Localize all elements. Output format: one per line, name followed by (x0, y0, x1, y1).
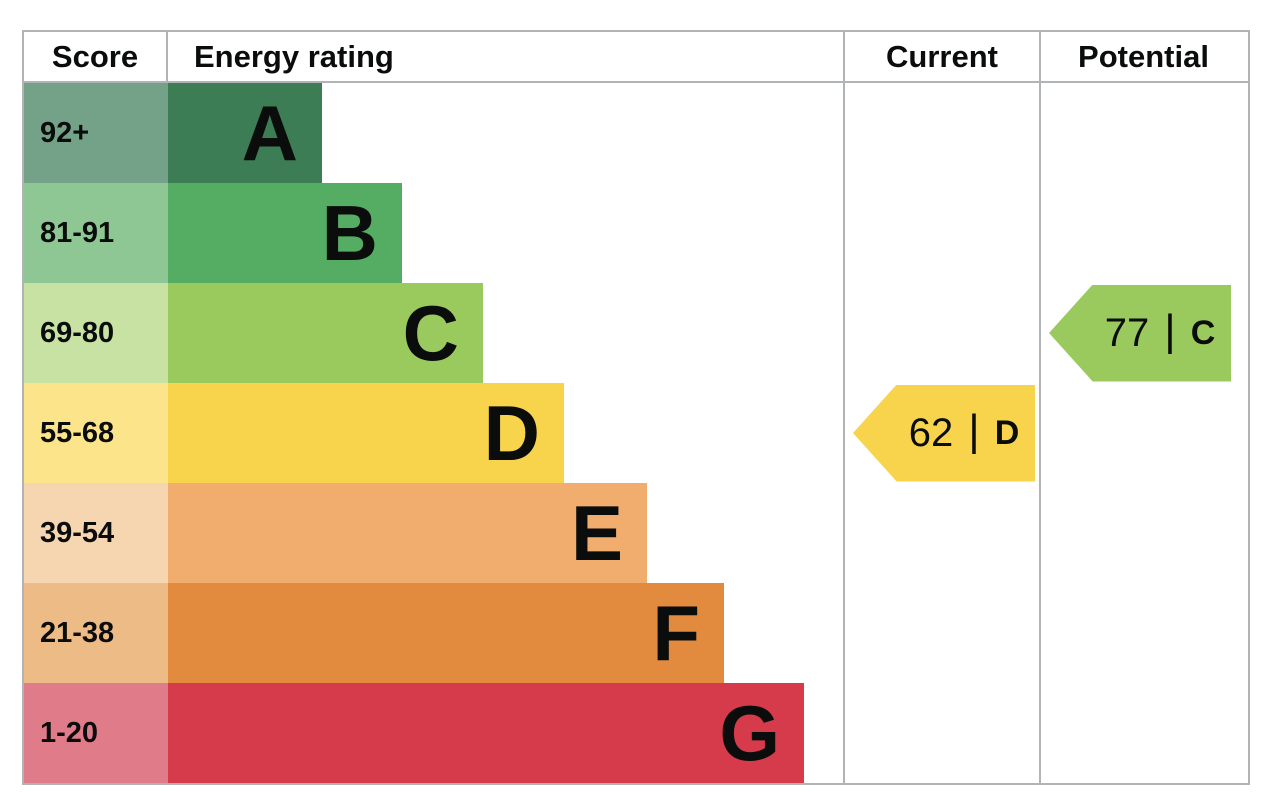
current-cell-f (845, 583, 1041, 683)
score-range-d: 55-68 (24, 383, 168, 483)
column-header-energy-rating: Energy rating (168, 32, 845, 81)
rating-cell-c: C (168, 283, 845, 383)
band-row-a: 92+ A (24, 83, 1248, 183)
column-header-potential: Potential (1078, 38, 1209, 74)
current-cell-b (845, 183, 1041, 283)
score-range-a: 92+ (24, 83, 168, 183)
column-header-current: Current (845, 32, 1041, 81)
current-rating-arrow: 62 | D (853, 384, 1035, 482)
current-cell-a (845, 83, 1041, 183)
potential-cell-c: 77 | C (1041, 283, 1246, 383)
band-bar-g: G (168, 683, 804, 783)
band-letter-g: G (719, 689, 780, 777)
score-range-c: 69-80 (24, 283, 168, 383)
current-band-letter: D (994, 414, 1020, 452)
potential-rating-arrow: 77 | C (1049, 284, 1231, 382)
band-bar-c: C (168, 283, 483, 383)
potential-cell-a (1041, 83, 1246, 183)
score-range-b: 81-91 (24, 183, 168, 283)
column-header-score: Score (24, 32, 168, 81)
table-header: Score Energy rating Current Potential (24, 32, 1248, 83)
rating-cell-f: F (168, 583, 845, 683)
band-letter-d: D (483, 389, 540, 477)
band-row-b: 81-91 B (24, 183, 1248, 283)
potential-band-letter: C (1190, 314, 1216, 352)
band-row-f: 21-38 F (24, 583, 1248, 683)
band-letter-c: C (402, 289, 459, 377)
current-cell-g (845, 683, 1041, 783)
band-letter-e: E (570, 489, 623, 577)
score-range-e: 39-54 (24, 483, 168, 583)
rating-cell-d: D (168, 383, 845, 483)
potential-cell-f (1041, 583, 1246, 683)
potential-cell-b (1041, 183, 1246, 283)
band-bar-e: E (168, 483, 647, 583)
band-bar-b: B (168, 183, 402, 283)
band-row-e: 39-54 E (24, 483, 1248, 583)
rating-cell-e: E (168, 483, 845, 583)
potential-cell-g (1041, 683, 1246, 783)
band-row-d: 55-68 D 62 | D (24, 383, 1248, 483)
epc-rating-chart: Score Energy rating Current Potential 92… (22, 30, 1250, 785)
band-bar-f: F (168, 583, 724, 683)
band-letter-f: F (652, 589, 700, 677)
potential-separator: | (1164, 306, 1176, 355)
potential-cell-e (1041, 483, 1246, 583)
current-cell-d: 62 | D (845, 383, 1041, 483)
band-bar-d: D (168, 383, 564, 483)
rating-cell-a: A (168, 83, 845, 183)
score-range-g: 1-20 (24, 683, 168, 783)
band-row-c: 69-80 C 77 | C (24, 283, 1248, 383)
potential-cell-d (1041, 383, 1246, 483)
band-bar-a: A (168, 83, 322, 183)
potential-score-value: 77 (1104, 311, 1150, 355)
rating-cell-g: G (168, 683, 845, 783)
rating-cell-b: B (168, 183, 845, 283)
current-separator: | (968, 406, 980, 455)
current-cell-c (845, 283, 1041, 383)
score-range-f: 21-38 (24, 583, 168, 683)
band-letter-a: A (241, 89, 298, 177)
band-row-g: 1-20 G (24, 683, 1248, 783)
current-cell-e (845, 483, 1041, 583)
current-score-value: 62 (908, 411, 954, 455)
band-letter-b: B (321, 189, 378, 277)
